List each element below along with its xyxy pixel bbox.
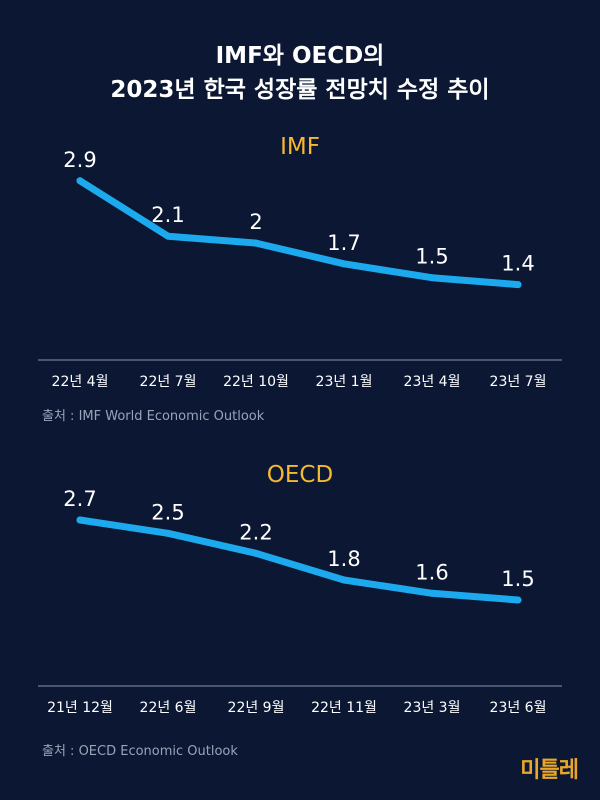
imf-line-chart: 2.9 22년 4월 2.1 22년 7월 2 22년 10월 1.7 23년 1월 1.5 23… bbox=[38, 148, 562, 390]
x-tick-label: 21년 12월 bbox=[47, 700, 113, 716]
imf-chart-title: IMF bbox=[280, 134, 320, 160]
data-label: 2.1 bbox=[151, 203, 184, 227]
page-title-line1: IMF와 OECD의 bbox=[215, 43, 385, 69]
data-point bbox=[164, 232, 172, 240]
x-tick-label: 23년 4월 bbox=[404, 374, 461, 390]
data-label: 2 bbox=[249, 210, 262, 234]
data-point bbox=[514, 596, 522, 604]
data-point bbox=[252, 549, 260, 557]
series-line bbox=[76, 177, 522, 289]
x-tick-label: 22년 9월 bbox=[228, 700, 285, 716]
data-point bbox=[514, 281, 522, 289]
data-point bbox=[164, 529, 172, 537]
data-label: 1.8 bbox=[327, 547, 360, 571]
x-tick-label: 22년 4월 bbox=[52, 374, 109, 390]
x-tick-label: 22년 11월 bbox=[311, 700, 377, 716]
x-tick-label: 22년 10월 bbox=[223, 374, 289, 390]
series-line bbox=[76, 516, 522, 604]
data-label: 2.9 bbox=[63, 148, 96, 172]
oecd-source-note: 출처 : OECD Economic Outlook bbox=[42, 744, 238, 759]
data-label: 1.4 bbox=[501, 252, 534, 276]
data-point bbox=[428, 589, 436, 597]
oecd-chart-title: OECD bbox=[266, 462, 334, 488]
x-tick-label: 23년 7월 bbox=[490, 374, 547, 390]
imf-source-note: 출처 : IMF World Economic Outlook bbox=[42, 409, 265, 424]
data-label: 2.2 bbox=[239, 520, 272, 544]
x-tick-label: 22년 6월 bbox=[140, 700, 197, 716]
data-label: 1.5 bbox=[501, 567, 534, 591]
data-label: 1.7 bbox=[327, 231, 360, 255]
x-tick-label: 22년 7월 bbox=[140, 374, 197, 390]
data-label: 2.5 bbox=[151, 500, 184, 524]
brand-logo: 미틀레 bbox=[520, 757, 579, 783]
x-tick-label: 23년 1월 bbox=[316, 374, 373, 390]
x-tick-label: 23년 6월 bbox=[490, 700, 547, 716]
data-point bbox=[76, 516, 84, 524]
data-point bbox=[340, 576, 348, 584]
data-point bbox=[252, 239, 260, 247]
data-label: 1.6 bbox=[415, 560, 448, 584]
x-tick-label: 23년 3월 bbox=[404, 700, 461, 716]
data-label: 1.5 bbox=[415, 245, 448, 269]
oecd-line-chart: 2.7 21년 12월 2.5 22년 6월 2.2 22년 9월 1.8 22년 11월 1.… bbox=[38, 487, 562, 716]
page-title-line2: 2023년 한국 성장률 전망치 수정 추이 bbox=[110, 77, 490, 103]
data-point bbox=[428, 274, 436, 282]
data-label: 2.7 bbox=[63, 487, 96, 511]
data-point bbox=[340, 260, 348, 268]
data-point bbox=[76, 177, 84, 185]
